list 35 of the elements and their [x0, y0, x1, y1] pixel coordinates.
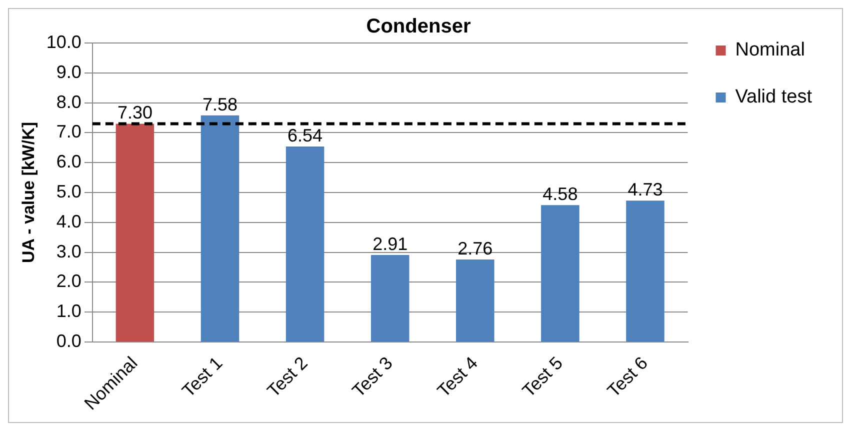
bar — [541, 205, 580, 342]
bar — [370, 255, 410, 342]
data-label: 4.58 — [542, 184, 578, 204]
y-tick-label: 0.0 — [56, 331, 82, 352]
y-tick-label: 4.0 — [56, 211, 82, 232]
data-label: 6.54 — [288, 125, 323, 146]
y-tick-label: 3.0 — [56, 241, 82, 262]
y-tick-label: 7.0 — [56, 122, 82, 142]
x-tick-label: Test 5 — [518, 352, 567, 401]
y-tick-label: 2.0 — [56, 271, 82, 292]
chart-title: Condenser — [366, 16, 471, 38]
y-tick-label: 1.0 — [56, 301, 82, 322]
data-label: 4.73 — [628, 180, 663, 200]
x-tick-label: Test 6 — [603, 352, 652, 401]
bar — [116, 124, 154, 342]
data-label: 7.30 — [117, 102, 152, 123]
x-tick-label: Test 1 — [178, 352, 226, 401]
bar — [456, 260, 494, 342]
y-tick-label: 5.0 — [56, 181, 82, 202]
y-axis-title: UA - value [kW/K] — [18, 122, 38, 264]
legend-label: Valid test — [735, 86, 813, 108]
y-tick-label: 10.0 — [46, 32, 82, 52]
data-label: 7.58 — [202, 94, 238, 114]
data-label: 2.91 — [372, 234, 408, 254]
data-label: 2.76 — [458, 238, 493, 258]
y-tick-label: 8.0 — [56, 92, 82, 112]
bar — [626, 200, 664, 342]
x-tick-label: Test 2 — [263, 352, 312, 401]
bar — [200, 115, 240, 342]
legend-label: Nominal — [735, 40, 805, 61]
y-tick-label: 9.0 — [56, 62, 82, 82]
x-tick-label: Test 4 — [433, 352, 482, 401]
y-tick-label: 6.0 — [56, 152, 82, 172]
bar — [286, 146, 324, 342]
x-tick-label: Test 3 — [348, 352, 396, 401]
